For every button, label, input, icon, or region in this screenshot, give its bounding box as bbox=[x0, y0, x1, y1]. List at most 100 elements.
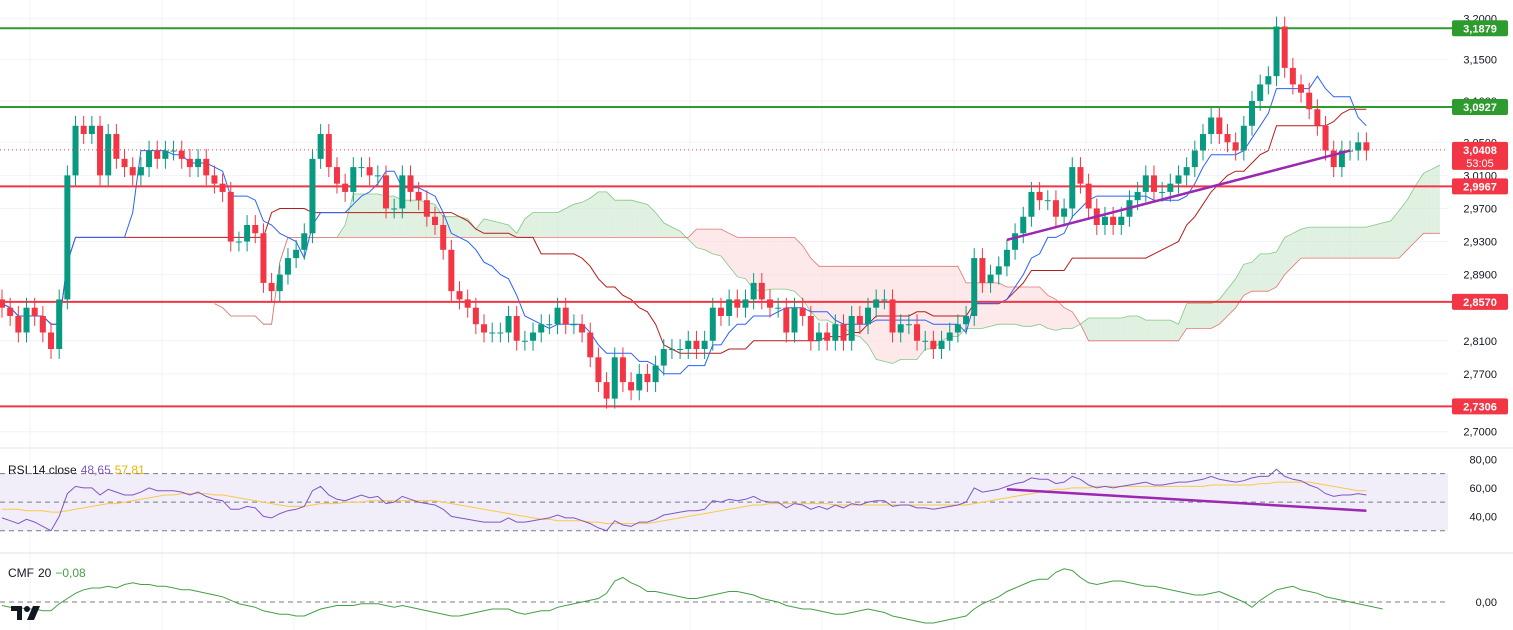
cloud-segment bbox=[1170, 320, 1179, 341]
candle-body bbox=[791, 307, 798, 333]
price-tick-label: 2,9300 bbox=[1463, 237, 1497, 249]
cloud-segment bbox=[900, 266, 909, 360]
kijun-sen-line bbox=[1, 108, 1367, 354]
candle-body bbox=[1249, 100, 1256, 126]
cloud-segment bbox=[1243, 262, 1253, 296]
candle-body bbox=[775, 307, 782, 309]
cloud-segment bbox=[1292, 229, 1302, 267]
cloud-segment bbox=[1366, 225, 1375, 259]
candle-body bbox=[954, 324, 961, 333]
candle-body bbox=[113, 134, 120, 159]
candle-body bbox=[129, 167, 136, 176]
cloud-segment bbox=[1113, 318, 1122, 341]
cloud-segment bbox=[941, 266, 950, 341]
candle-body bbox=[203, 158, 210, 176]
candle-body bbox=[268, 282, 275, 292]
rsi-ma-line bbox=[2, 481, 1367, 525]
candle-body bbox=[146, 150, 153, 168]
candle-body bbox=[1028, 191, 1035, 217]
candle-body bbox=[995, 266, 1002, 275]
cloud-segment bbox=[1162, 320, 1171, 341]
cloud-segment bbox=[753, 237, 762, 292]
candle-body bbox=[628, 382, 635, 391]
cloud-segment bbox=[819, 266, 828, 321]
candle-body bbox=[1175, 175, 1182, 184]
candle-body bbox=[873, 299, 880, 308]
cloud-segment bbox=[1055, 299, 1065, 331]
candle-body bbox=[897, 324, 904, 333]
cloud-segment bbox=[639, 202, 648, 238]
cloud-segment bbox=[451, 216, 460, 238]
candle-body bbox=[734, 299, 741, 308]
candle-body bbox=[1330, 150, 1337, 168]
cloud-segment bbox=[990, 282, 999, 327]
cloud-segment bbox=[1358, 227, 1367, 259]
cloud-segment bbox=[1039, 287, 1048, 329]
candle-body bbox=[1298, 84, 1305, 93]
candle-body bbox=[742, 299, 749, 308]
cloud-segment bbox=[1219, 289, 1228, 325]
candle-body bbox=[693, 340, 700, 350]
candle-body bbox=[889, 299, 896, 333]
cloud-segment bbox=[541, 212, 550, 238]
level-badge bbox=[1452, 398, 1508, 415]
cloud-segment bbox=[802, 245, 811, 312]
candle-body bbox=[717, 307, 724, 316]
cloud-segment bbox=[1301, 227, 1310, 259]
cloud-segment bbox=[827, 266, 836, 325]
cloud-segment bbox=[1399, 200, 1408, 259]
candle-body bbox=[619, 357, 626, 383]
cloud-segment bbox=[884, 266, 893, 364]
cloud-segment bbox=[565, 204, 574, 238]
candle-body bbox=[1257, 84, 1264, 101]
candle-body bbox=[1085, 183, 1092, 209]
cmf-legend-value: −0,08 bbox=[55, 566, 86, 580]
cloud-segment bbox=[573, 202, 583, 238]
cmf-legend[interactable]: CMF 20 −0,08 bbox=[8, 566, 90, 580]
candle-body bbox=[260, 233, 267, 283]
candle-body bbox=[1036, 191, 1043, 201]
cloud-segment bbox=[402, 200, 411, 238]
candle-body bbox=[587, 332, 594, 358]
candle-body bbox=[121, 158, 128, 168]
price-tick-label: 2,8100 bbox=[1463, 336, 1497, 348]
candle-body bbox=[1281, 26, 1288, 68]
cloud-segment bbox=[1096, 318, 1105, 341]
candle-body bbox=[23, 307, 30, 333]
cmf-tick-label: 0,00 bbox=[1476, 597, 1497, 609]
candle-body bbox=[252, 225, 259, 234]
candle-body bbox=[660, 349, 667, 366]
candle-body bbox=[309, 158, 316, 234]
price-tick-label: 2,9700 bbox=[1463, 203, 1497, 215]
cloud-segment bbox=[1202, 303, 1212, 329]
cloud-segment bbox=[1031, 287, 1040, 327]
candle-body bbox=[1020, 216, 1027, 234]
cloud-segment bbox=[892, 266, 901, 364]
cloud-segment bbox=[1145, 320, 1154, 341]
cloud-segment bbox=[1064, 307, 1073, 329]
candle-body bbox=[513, 315, 520, 341]
candle-body bbox=[186, 158, 193, 168]
rsi-legend[interactable]: RSI 14 close 48,65 57,81 bbox=[8, 463, 149, 477]
cloud-segment bbox=[1341, 227, 1351, 259]
candle-body bbox=[1003, 249, 1010, 267]
cloud-segment bbox=[810, 258, 819, 321]
candle-body bbox=[1273, 26, 1280, 77]
cloud-segment bbox=[1194, 303, 1203, 329]
level-badge-label: 2,7306 bbox=[1463, 401, 1497, 413]
cmf-legend-params: 20 bbox=[38, 566, 52, 580]
rsi-tick-label: 40,00 bbox=[1469, 511, 1497, 523]
cloud-segment bbox=[729, 233, 738, 277]
level-badge bbox=[1452, 20, 1508, 37]
candle-body bbox=[1183, 167, 1190, 176]
cloud-segment bbox=[1015, 287, 1024, 327]
candle-body bbox=[105, 134, 112, 176]
cloud-segment bbox=[1153, 320, 1163, 341]
candle-body bbox=[1118, 216, 1125, 225]
candle-body bbox=[276, 274, 283, 292]
candle-body bbox=[668, 349, 675, 351]
candle-body bbox=[342, 183, 349, 192]
candle-body bbox=[1142, 175, 1149, 192]
